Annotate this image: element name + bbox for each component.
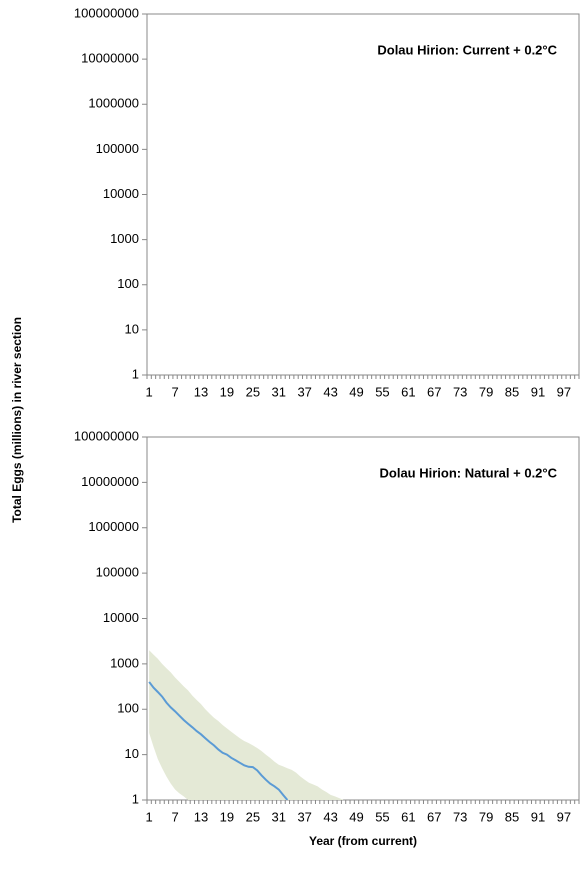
- x-tick-label: 67: [427, 809, 441, 824]
- x-tick-label: 25: [246, 384, 260, 399]
- y-tick-label: 1000000: [88, 96, 139, 111]
- y-tick-label: 100: [117, 701, 139, 716]
- x-tick-label: 13: [194, 384, 208, 399]
- x-tick-label: 55: [375, 809, 389, 824]
- x-tick-label: 13: [194, 809, 208, 824]
- x-tick-label: 19: [220, 384, 234, 399]
- y-axis-title: Total Eggs (millions) in river section: [10, 317, 24, 523]
- x-tick-label: 7: [171, 384, 178, 399]
- y-tick-label: 10: [125, 321, 139, 336]
- chart-title: Dolau Hirion: Current + 0.2°C: [377, 42, 557, 57]
- y-tick-label: 1: [132, 791, 139, 806]
- plot-frame: [146, 13, 580, 376]
- x-tick-label: 19: [220, 809, 234, 824]
- x-tick-label: 43: [323, 384, 337, 399]
- x-tick-label: 97: [557, 809, 571, 824]
- y-tick-label: 10000: [103, 610, 139, 625]
- x-tick-label: 25: [246, 809, 260, 824]
- x-tick-label: 37: [297, 384, 311, 399]
- y-tick-label: 100000: [96, 565, 139, 580]
- x-tick-label: 49: [349, 809, 363, 824]
- x-tick-label: 91: [531, 809, 545, 824]
- x-tick-label: 31: [272, 384, 286, 399]
- x-tick-label: 79: [479, 809, 493, 824]
- x-tick-label: 85: [505, 384, 519, 399]
- data-line: [148, 681, 289, 800]
- x-tick-label: 55: [375, 384, 389, 399]
- x-tick-label: 61: [401, 384, 415, 399]
- x-tick-label: 1: [146, 809, 153, 824]
- y-tick-label: 100000: [96, 141, 139, 156]
- x-tick-label: 49: [349, 384, 363, 399]
- y-tick-label: 100000000: [74, 5, 139, 20]
- y-tick-label: 1000: [110, 231, 139, 246]
- x-axis-title: Year (from current): [309, 834, 417, 848]
- y-tick-label: 10000: [103, 186, 139, 201]
- y-tick-label: 100: [117, 276, 139, 291]
- y-tick-label: 10000000: [81, 474, 139, 489]
- range-band: [149, 650, 344, 800]
- y-tick-label: 100000000: [74, 428, 139, 443]
- x-tick-label: 73: [453, 384, 467, 399]
- x-tick-label: 67: [427, 384, 441, 399]
- x-tick-label: 7: [171, 809, 178, 824]
- x-tick-label: 85: [505, 809, 519, 824]
- x-tick-label: 1: [146, 384, 153, 399]
- x-tick-label: 73: [453, 809, 467, 824]
- x-tick-label: 31: [272, 809, 286, 824]
- x-tick-label: 91: [531, 384, 545, 399]
- x-tick-label: 37: [297, 809, 311, 824]
- y-tick-label: 1: [132, 366, 139, 381]
- y-tick-label: 1000: [110, 655, 139, 670]
- y-tick-label: 1000000: [88, 519, 139, 534]
- y-tick-label: 10000000: [81, 51, 139, 66]
- x-tick-label: 61: [401, 809, 415, 824]
- y-tick-label: 10: [125, 746, 139, 761]
- x-tick-label: 97: [557, 384, 571, 399]
- chart-title: Dolau Hirion: Natural + 0.2°C: [380, 465, 558, 480]
- x-tick-label: 43: [323, 809, 337, 824]
- x-tick-label: 79: [479, 384, 493, 399]
